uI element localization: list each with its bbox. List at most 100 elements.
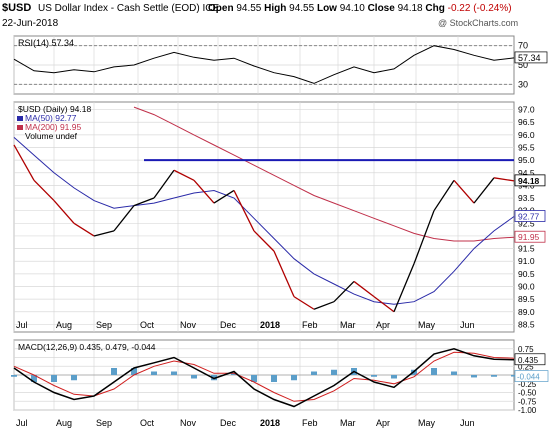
macd-histogram-bar bbox=[491, 375, 497, 377]
price-segment bbox=[233, 190, 255, 232]
macd-histogram-bar bbox=[371, 375, 377, 377]
ma50-line bbox=[13, 137, 515, 305]
macd-histogram-bar bbox=[191, 375, 197, 379]
price-panel bbox=[13, 101, 515, 333]
price-x-tick-label: Jul bbox=[16, 320, 28, 330]
rsi-y-tick-label: 70 bbox=[518, 41, 528, 51]
chg-label: Chg bbox=[425, 3, 445, 14]
macd-histogram-bar bbox=[51, 375, 57, 382]
chart-date: 22-Jun-2018 bbox=[2, 18, 59, 29]
price-x-tick-label: Apr bbox=[376, 320, 390, 330]
quote-summary: Open 94.55 High 94.55 Low 94.10 Close 94… bbox=[208, 3, 512, 14]
price-legend-entry: Volume undef bbox=[25, 131, 78, 141]
high-label: High bbox=[264, 3, 287, 14]
open-label: Open bbox=[208, 3, 234, 14]
macd-histogram-bar bbox=[231, 373, 237, 375]
price-x-tick-label: Oct bbox=[140, 320, 155, 330]
price-segment bbox=[113, 205, 135, 232]
ticker-description: US Dollar Index - Cash Settle (EOD) ICE bbox=[38, 3, 220, 14]
macd-histogram-bar bbox=[171, 371, 177, 375]
axis-layer: Jul Jul Aug Aug Sep Sep Oct Oct Nov Nov Dec Dec 2018… bbox=[16, 41, 549, 428]
price-y-tick-label: 96.5 bbox=[518, 117, 535, 127]
macd-histogram-bar bbox=[431, 368, 437, 375]
price-legend-entry: MA(200) 91.95 bbox=[25, 122, 81, 132]
price-x-tick-label: Jun bbox=[460, 320, 475, 330]
price-last-value-label: 92.77 bbox=[518, 211, 540, 221]
chg-value: -0.22 (-0.24%) bbox=[447, 3, 512, 14]
price-y-tick-label: 95.5 bbox=[518, 142, 535, 152]
price-x-tick-label: 2018 bbox=[260, 320, 280, 330]
price-y-tick-label: 94.5 bbox=[518, 168, 535, 178]
macd-x-tick-label: Dec bbox=[220, 418, 237, 428]
macd-histogram-bar bbox=[471, 375, 477, 378]
price-x-tick-label: Aug bbox=[56, 320, 72, 330]
macd-histogram-bar bbox=[71, 375, 77, 381]
price-segment bbox=[93, 230, 115, 237]
price-segment bbox=[13, 144, 35, 181]
ma200-line bbox=[133, 106, 515, 242]
macd-x-tick-label: Feb bbox=[302, 418, 318, 428]
macd-last-value-label: 0.435 bbox=[518, 356, 539, 365]
price-x-tick-label: Feb bbox=[302, 320, 318, 330]
macd-histogram-bar bbox=[391, 375, 397, 379]
price-y-tick-label: 90.5 bbox=[518, 269, 535, 279]
price-segment bbox=[493, 177, 515, 182]
macd-layer bbox=[11, 348, 517, 408]
macd-histogram-bar bbox=[291, 375, 297, 381]
close-label: Close bbox=[367, 3, 395, 14]
macd-histogram-bar bbox=[31, 375, 37, 382]
price-x-tick-label: Nov bbox=[180, 320, 197, 330]
price-x-tick-label: Dec bbox=[220, 320, 237, 330]
macd-legend: MACD(12,26,9) 0.435, 0.479, -0.044 bbox=[18, 342, 156, 352]
price-x-tick-label: Mar bbox=[340, 320, 356, 330]
macd-histogram-bar bbox=[331, 369, 337, 375]
price-segment bbox=[213, 189, 235, 204]
stockcharts-watermark: @ StockCharts.com bbox=[438, 18, 519, 28]
grid-layer bbox=[13, 36, 514, 411]
price-segment bbox=[153, 169, 175, 199]
rsi-last-value-box bbox=[514, 51, 548, 64]
price-segment bbox=[473, 177, 495, 204]
price-y-tick-label: 89.5 bbox=[518, 294, 535, 304]
macd-x-tick-label: Sep bbox=[96, 418, 112, 428]
macd-y-tick-label: -0.50 bbox=[518, 389, 537, 398]
price-segment bbox=[293, 296, 315, 310]
price-segment bbox=[133, 197, 155, 207]
macd-x-tick-label: Nov bbox=[180, 418, 197, 428]
price-segment bbox=[433, 179, 455, 212]
price-segment bbox=[73, 222, 95, 237]
price-segment bbox=[33, 179, 55, 202]
low-value: 94.10 bbox=[339, 3, 365, 14]
price-last-value-box bbox=[514, 174, 546, 187]
price-layer bbox=[13, 106, 515, 313]
rsi-y-tick-label: 30 bbox=[518, 79, 528, 89]
price-last-value-box bbox=[514, 210, 546, 222]
ticker-symbol: $USD bbox=[2, 2, 32, 14]
price-segment bbox=[253, 230, 275, 252]
macd-x-tick-label: May bbox=[418, 418, 436, 428]
macd-x-tick-label: Oct bbox=[140, 418, 155, 428]
macd-x-tick-label: Apr bbox=[376, 418, 390, 428]
price-y-tick-label: 95.0 bbox=[518, 155, 535, 165]
macd-histogram-bar bbox=[451, 371, 457, 375]
price-y-tick-label: 96.0 bbox=[518, 130, 535, 140]
price-segment bbox=[453, 179, 475, 204]
price-x-tick-label: May bbox=[418, 320, 436, 330]
macd-histogram-bar bbox=[211, 375, 217, 381]
open-value: 94.55 bbox=[236, 3, 262, 14]
macd-x-tick-label: Aug bbox=[56, 418, 72, 428]
price-segment bbox=[413, 210, 435, 264]
close-value: 94.18 bbox=[397, 3, 423, 14]
rsi-line bbox=[13, 45, 515, 84]
macd-signal-line bbox=[13, 351, 515, 402]
macd-x-tick-label: Jul bbox=[16, 418, 28, 428]
price-segment bbox=[273, 250, 295, 297]
price-segment bbox=[373, 296, 395, 313]
macd-histogram-bar bbox=[251, 375, 257, 382]
price-y-tick-label: 88.5 bbox=[518, 319, 535, 329]
rsi-last-value-label: 57.34 bbox=[518, 53, 541, 63]
price-x-tick-label: Sep bbox=[96, 320, 112, 330]
price-y-tick-label: 90.0 bbox=[518, 282, 535, 292]
rsi-layer bbox=[13, 45, 515, 84]
